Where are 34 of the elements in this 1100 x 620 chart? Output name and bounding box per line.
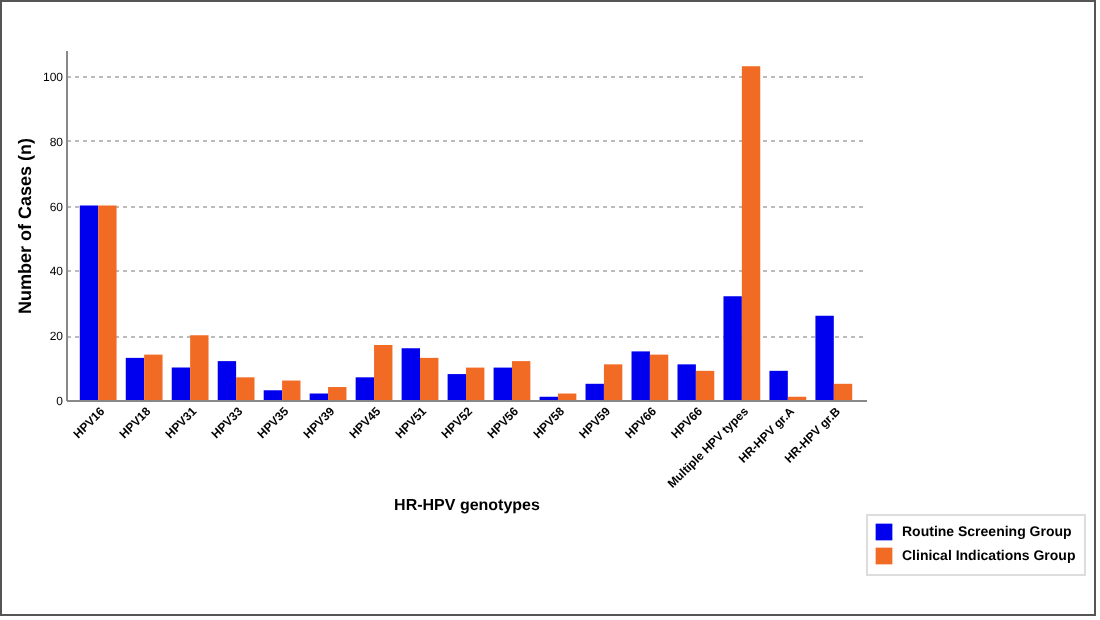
bar (447, 374, 466, 400)
bar (79, 205, 99, 400)
bar (190, 335, 209, 400)
bar (217, 361, 237, 400)
bar (815, 315, 834, 400)
bar (833, 383, 853, 400)
y-axis-title: Number of Cases (n) (14, 137, 35, 315)
bar (263, 390, 283, 400)
bar (585, 383, 604, 400)
bar (741, 66, 761, 400)
bar (511, 361, 531, 400)
bar (723, 296, 742, 400)
bar (420, 357, 439, 400)
bar (769, 370, 788, 400)
bar (631, 351, 650, 400)
bar (695, 370, 715, 400)
bar (466, 367, 485, 400)
bar (649, 354, 669, 400)
bar (603, 364, 623, 400)
bar (328, 387, 347, 400)
bar (374, 344, 393, 400)
bar (401, 348, 421, 400)
bar (309, 393, 329, 400)
bar (355, 377, 375, 400)
bar (557, 393, 577, 400)
bar (236, 377, 255, 400)
x-axis-title: HR-HPV genotypes (394, 495, 541, 514)
bar (98, 205, 117, 400)
bar (493, 367, 512, 400)
bar (677, 364, 696, 400)
bar (144, 354, 163, 400)
bar (171, 367, 191, 400)
bar (125, 357, 145, 400)
bar (282, 380, 301, 400)
